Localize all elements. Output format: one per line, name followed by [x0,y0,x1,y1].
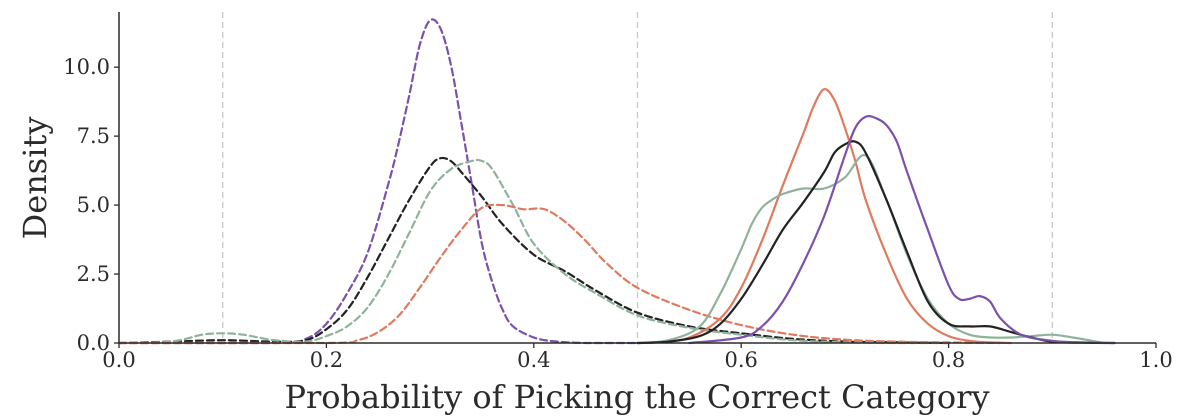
series-line-4 [636,88,1012,345]
x-tick-label: 0.2 [310,348,343,372]
y-tick-label: 10.0 [63,55,110,79]
x-tick-label: 1.0 [1139,348,1172,372]
reference-lines [222,12,1053,343]
y-tick-label: 2.5 [77,262,110,286]
x-tick-label: 0.4 [517,348,550,372]
series-line-2 [117,158,950,345]
series-line-6 [636,140,1116,345]
x-tick-label: 0.6 [724,348,757,372]
series-layer [117,18,1116,345]
x-ticks: 0.0 0.2 0.4 0.6 0.8 1.0 [102,343,1173,372]
series-line-0 [117,18,639,345]
series-line-1 [117,156,950,345]
y-tick-label: 0.0 [77,331,110,355]
y-tick-label: 7.5 [77,124,110,148]
y-ticks: 0.0 2.5 5.0 7.5 10.0 [63,55,119,355]
x-tick-label: 0.8 [932,348,965,372]
x-axis-title: Probability of Picking the Correct Categ… [284,378,989,416]
series-line-3 [117,203,1002,345]
series-line-7 [688,115,1116,345]
series-line-5 [636,153,1106,345]
y-axis-title: Density [16,117,54,240]
x-tick-label: 0.0 [102,348,135,372]
y-tick-label: 5.0 [77,193,110,217]
